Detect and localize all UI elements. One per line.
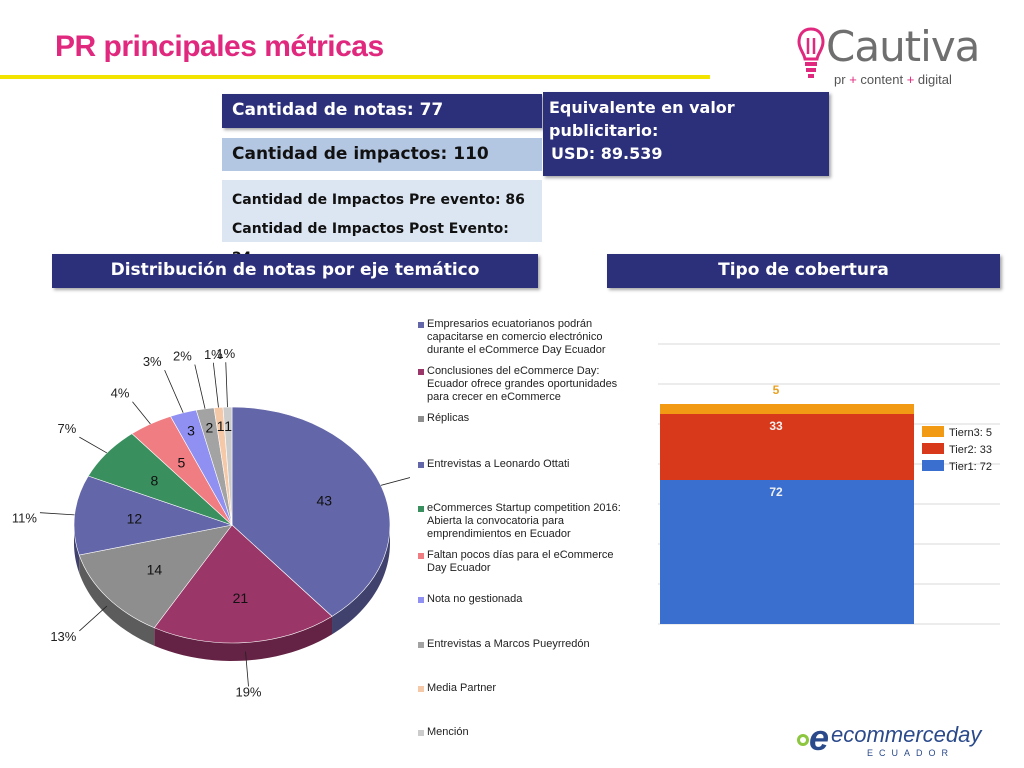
bar-legend-swatch-tiern3 (922, 426, 944, 437)
legend-swatch-9 (418, 730, 424, 736)
pie-side-0 (332, 525, 390, 635)
pie-slice-1 (153, 524, 333, 644)
bar-chart: 72 33 5 Tiern3: 5 Tier2: 33 Tier1: 72 (658, 343, 1000, 625)
pie-leader-4 (79, 436, 108, 454)
legend-label-3: Entrevistas a Leonardo Ottati (427, 458, 570, 470)
tag-plus-1: + (849, 72, 857, 87)
pie-side-2 (79, 554, 155, 646)
legend-swatch-8 (418, 686, 424, 692)
cautiva-logo: Cautiva pr + content + digital (796, 22, 980, 88)
tag-pr: pr (834, 72, 846, 87)
pie-value-label-5: 5 (178, 454, 186, 470)
logo-tagline: pr + content + digital (834, 72, 952, 87)
legend-swatch-6 (418, 597, 424, 603)
pie-chart: 4321141285321139%19%13%11%7%4%3%2%1%1% (12, 346, 410, 699)
pie-percent-label-2: 13% (50, 629, 76, 644)
ecommerceday-logo: e ecommerceday ECUADOR (795, 712, 995, 762)
pie-percent-label-6: 3% (143, 354, 162, 369)
bar-value-label-tier1: 72 (769, 485, 783, 499)
valor-label: Equivalente en valor publicitario: (549, 98, 735, 140)
pie-value-label-9: 1 (224, 418, 232, 434)
section-tipo: Tipo de cobertura (607, 254, 1000, 288)
pie-percent-label-3: 11% (12, 511, 37, 526)
pie-leader-9 (225, 362, 228, 408)
pie-side-3 (74, 525, 80, 573)
ecommerceday-logo-art: e ecommerceday ECUADOR (797, 717, 983, 758)
ecomm-sub: ECUADOR (867, 748, 954, 758)
legend-label-5: Faltan pocos días para el eCommerce Day … (427, 549, 614, 574)
pie-leader-3 (39, 512, 75, 516)
pie-leader-0 (380, 477, 410, 486)
prepost-box: Cantidad de Impactos Pre evento: 86 Cant… (222, 180, 542, 266)
bar-legend-label-tiern3: Tiern3: 5 (949, 427, 992, 439)
pie-leader-2 (79, 605, 108, 632)
pie-leader-5 (132, 401, 151, 425)
pie-percent-label-7: 2% (173, 349, 192, 364)
legend-swatch-3 (418, 462, 424, 468)
bar-segment-tier1 (660, 480, 914, 624)
bar-segment-tiern3 (660, 404, 914, 414)
tag-digital: digital (917, 72, 952, 87)
pie-percent-label-5: 4% (111, 386, 130, 401)
valor-amount: USD: 89.539 (551, 144, 663, 163)
tag-content: content (860, 72, 904, 87)
legend-label-0: Empresarios ecuatorianos podrán capacita… (427, 318, 606, 356)
legend-swatch-1 (418, 369, 424, 375)
pie-value-label-8: 1 (217, 418, 225, 434)
bar-value-label-tiern3: 5 (773, 383, 780, 397)
legend-label-7: Entrevistas a Marcos Pueyrredón (427, 638, 590, 650)
ecomm-word: ecommerceday (831, 722, 983, 747)
valor-box: Equivalente en valor publicitario: USD: … (543, 92, 829, 176)
bar-legend-label-tier2: Tier2: 33 (949, 444, 992, 456)
pie-value-label-0: 43 (316, 492, 332, 508)
bar-segment-tier2 (660, 414, 914, 480)
page-title: PR principales métricas (55, 30, 384, 63)
pie-value-label-2: 14 (147, 562, 163, 578)
pie-value-label-7: 2 (205, 419, 213, 435)
impactos-box: Cantidad de impactos: 110 (222, 138, 542, 171)
pie-slice-2 (78, 524, 233, 629)
pie-leader-8 (212, 362, 219, 408)
bar-value-label-tier2: 33 (769, 419, 783, 433)
legend-swatch-5 (418, 553, 424, 559)
legend-label-6: Nota no gestionada (427, 593, 523, 605)
notas-box: Cantidad de notas: 77 (222, 94, 542, 128)
pie-percent-label-4: 7% (58, 421, 77, 436)
title-underline (0, 75, 710, 79)
legend-swatch-0 (418, 322, 424, 328)
legend-swatch-2 (418, 416, 424, 422)
svg-text:e: e (809, 717, 829, 758)
tag-plus-2: + (906, 72, 915, 87)
legend-label-1: Conclusiones del eCommerce Day: Ecuador … (427, 365, 618, 403)
logo-wordmark: Cautiva (826, 22, 980, 71)
bar-legend-label-tier1: Tier1: 72 (949, 461, 992, 473)
pie-value-label-6: 3 (187, 423, 195, 439)
bar-legend-swatch-tier2 (922, 443, 944, 454)
legend-swatch-4 (418, 506, 424, 512)
section-distribucion: Distribución de notas por eje temático (52, 254, 538, 288)
pie-side-1 (154, 616, 333, 661)
pie-percent-label-8: 1% (204, 347, 223, 362)
legend-label-4: eCommerces Startup competition 2016: Abi… (427, 502, 621, 540)
pie-slice-3 (73, 475, 234, 556)
legend-label-8: Media Partner (427, 682, 497, 694)
lightbulb-icon (797, 27, 825, 78)
impactos-pre: Cantidad de Impactos Pre evento: 86 (232, 192, 525, 208)
pie-value-label-4: 8 (151, 472, 159, 488)
pie-value-label-1: 21 (233, 590, 249, 606)
pie-leader-7 (194, 364, 206, 409)
legend-swatch-7 (418, 642, 424, 648)
pie-percent-label-1: 19% (235, 684, 261, 699)
pie-percent-label-9: 1% (216, 346, 235, 361)
legend-label-2: Réplicas (427, 412, 470, 424)
legend-label-9: Mención (427, 726, 469, 738)
pie-value-label-3: 12 (127, 511, 143, 527)
pie-leader-1 (245, 651, 249, 687)
pie-leader-6 (164, 369, 184, 413)
bar-legend-swatch-tier1 (922, 460, 944, 471)
